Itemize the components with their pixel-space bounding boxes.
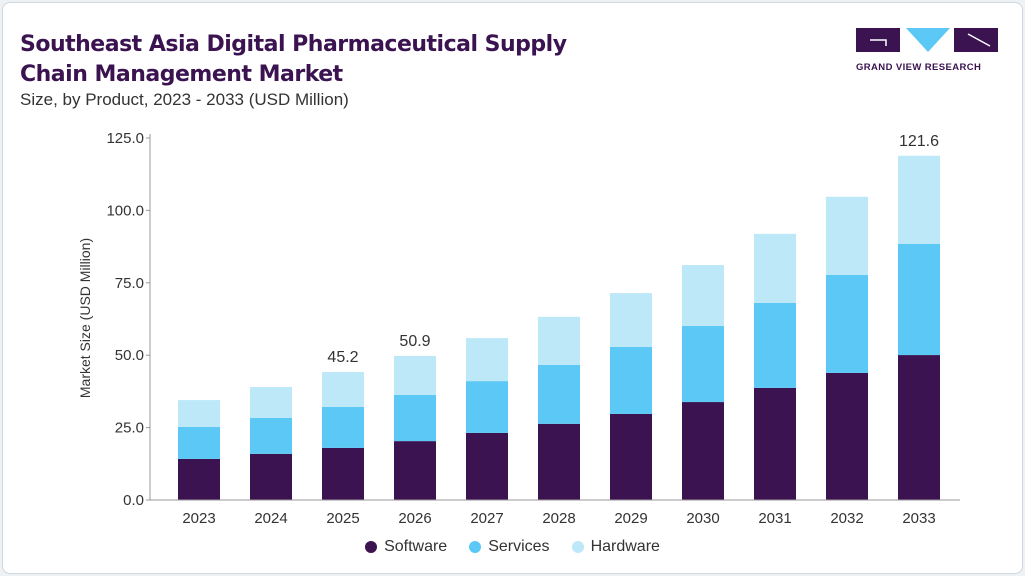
- logo-text: GRAND VIEW RESEARCH: [856, 62, 982, 73]
- logo-mark-icon: [856, 28, 998, 52]
- title-line-1: Southeast Asia Digital Pharmaceutical Su…: [20, 32, 567, 57]
- legend-label: Services: [488, 538, 550, 555]
- legend-dot-icon: [571, 541, 584, 553]
- legend-label: Hardware: [590, 538, 660, 555]
- legend-label: Software: [384, 538, 448, 555]
- chart-subtitle: Size, by Product, 2023 - 2033 (USD Milli…: [20, 90, 349, 109]
- legend-item-services: Services: [469, 538, 550, 556]
- legend-dot-icon: [469, 541, 482, 553]
- grand-view-research-logo: GRAND VIEW RESEARCH: [856, 28, 998, 73]
- legend: Software Services Hardware: [0, 538, 1025, 556]
- title-line-2: Chain Management Market: [20, 62, 343, 87]
- legend-item-software: Software: [365, 538, 447, 556]
- legend-item-hardware: Hardware: [571, 538, 660, 556]
- chart-title: Southeast Asia Digital Pharmaceutical Su…: [20, 30, 567, 90]
- legend-dot-icon: [365, 541, 378, 553]
